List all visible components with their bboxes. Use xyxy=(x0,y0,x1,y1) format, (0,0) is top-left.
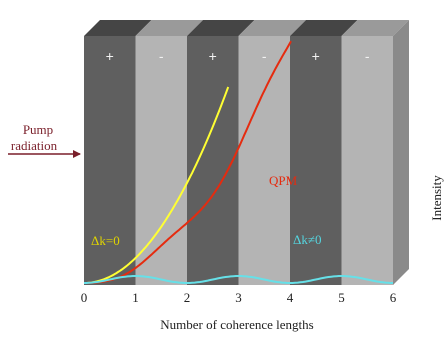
domain-sign: - xyxy=(262,48,267,64)
x-tick-label: 5 xyxy=(338,290,345,305)
crystal-side-face xyxy=(393,20,409,285)
domain-top-face xyxy=(187,20,255,36)
domain-front-face xyxy=(341,36,394,285)
domain-front-face xyxy=(187,36,239,285)
domain-top-face xyxy=(341,20,409,36)
domain-top-face xyxy=(135,20,203,36)
non-phase-matched-curve xyxy=(84,275,393,284)
domain-front-face xyxy=(290,36,342,285)
x-tick-label: 4 xyxy=(287,290,294,305)
dkne0-label: Δk≠0 xyxy=(293,232,322,247)
x-tick-label: 0 xyxy=(81,290,88,305)
domain-sign-group: + - + - + - xyxy=(106,48,370,64)
domain-sign: + xyxy=(106,48,114,64)
domain-front-face xyxy=(84,36,136,285)
x-axis-label: Number of coherence lengths xyxy=(160,317,313,332)
domain-sign: - xyxy=(159,48,164,64)
y-axis-label: Intensity xyxy=(429,175,444,221)
x-tick-label: 3 xyxy=(235,290,242,305)
domain-sign: + xyxy=(209,48,217,64)
x-tick-label: 2 xyxy=(184,290,191,305)
qpm-label: QPM xyxy=(269,173,298,188)
pump-label-line1: Pump xyxy=(23,122,53,137)
domain-sign: + xyxy=(312,48,320,64)
pump-label-line2: radiation xyxy=(11,138,58,153)
dk0-label: Δk=0 xyxy=(91,233,120,248)
domain-top-face xyxy=(290,20,358,36)
domain-front-face xyxy=(135,36,188,285)
domain-front-face xyxy=(238,36,291,285)
x-tick-label: 6 xyxy=(390,290,397,305)
phase-matched-curve xyxy=(84,86,230,284)
domain-top-face xyxy=(84,20,152,36)
domain-sign: - xyxy=(365,48,370,64)
domain-top-face xyxy=(238,20,306,36)
crystal-block xyxy=(84,20,409,285)
x-axis-tick-labels: 0 1 2 3 4 5 6 xyxy=(81,290,397,305)
x-tick-label: 1 xyxy=(132,290,139,305)
